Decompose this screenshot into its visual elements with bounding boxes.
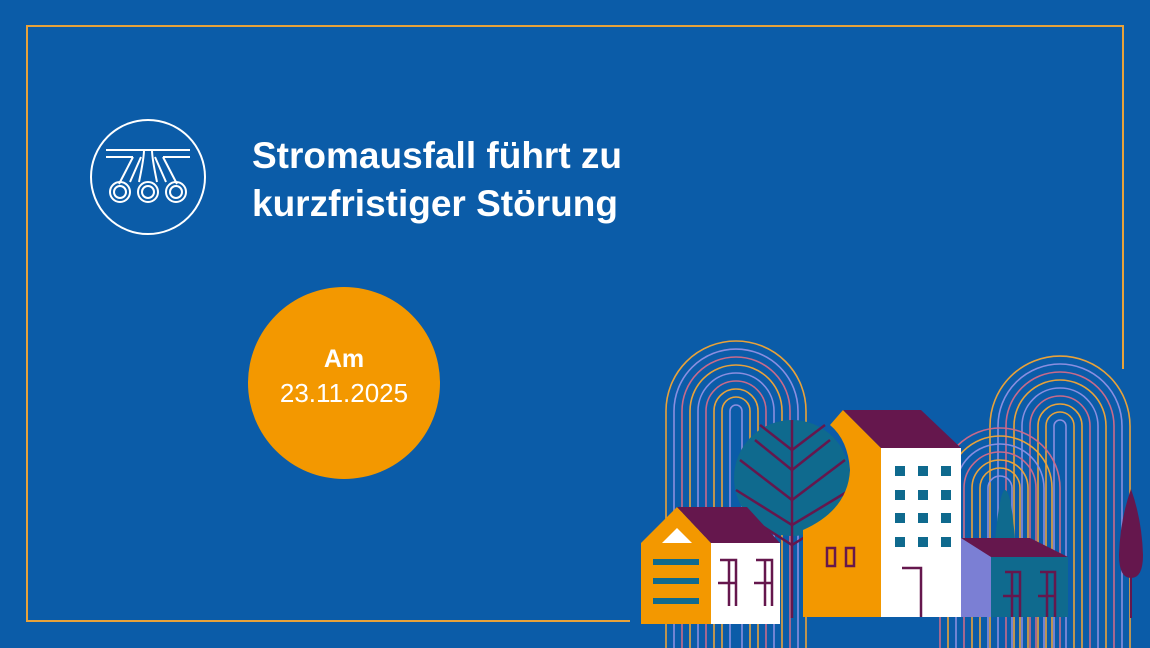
arch-line xyxy=(987,475,1013,648)
arch-line xyxy=(705,380,767,648)
window xyxy=(941,513,951,523)
title-line-1: Stromausfall führt zu xyxy=(252,135,623,176)
title-line-2: kurzfristiger Störung xyxy=(252,183,618,224)
small-house-left xyxy=(641,507,780,624)
arch-line xyxy=(989,355,1131,648)
arch-line xyxy=(963,451,1037,648)
window xyxy=(895,513,905,523)
small-house-right xyxy=(961,490,1068,617)
arch-line xyxy=(721,396,751,648)
window xyxy=(941,537,951,547)
window xyxy=(918,490,928,500)
frame-left xyxy=(26,25,28,622)
window xyxy=(895,466,905,476)
arch-line xyxy=(665,340,807,648)
date-prefix: Am xyxy=(323,345,365,373)
tram-logo-icon xyxy=(90,119,206,235)
frame-top xyxy=(26,25,1124,27)
tree-icon xyxy=(734,420,851,618)
arch-line xyxy=(971,459,1029,648)
arch-line xyxy=(1029,395,1091,648)
page-title: Stromausfall führt zu kurzfristiger Störu… xyxy=(252,132,622,228)
arch-line xyxy=(997,363,1123,648)
frame-bottom xyxy=(26,620,630,622)
arch-line xyxy=(729,404,743,648)
frame-right xyxy=(1122,25,1124,369)
arch-line xyxy=(1005,371,1115,648)
arch-line xyxy=(1053,419,1067,648)
cypress-tree-icon xyxy=(1119,489,1143,618)
date-badge: Am 23.11.2025 xyxy=(248,287,440,479)
arch-line xyxy=(1045,411,1075,648)
arch-line xyxy=(713,388,759,648)
window xyxy=(895,537,905,547)
arch-line xyxy=(697,372,775,648)
arch-line xyxy=(681,356,791,648)
arch-line xyxy=(689,364,783,648)
arch-line xyxy=(1021,387,1099,648)
window xyxy=(918,513,928,523)
window xyxy=(895,490,905,500)
window xyxy=(918,466,928,476)
window xyxy=(918,537,928,547)
arch-line xyxy=(1013,379,1107,648)
arch-line xyxy=(673,348,799,648)
window xyxy=(941,490,951,500)
apartment-building xyxy=(803,410,961,617)
date-value: 23.11.2025 xyxy=(279,378,409,408)
arch-line xyxy=(979,467,1021,648)
window xyxy=(941,466,951,476)
arch-line xyxy=(1037,403,1083,648)
